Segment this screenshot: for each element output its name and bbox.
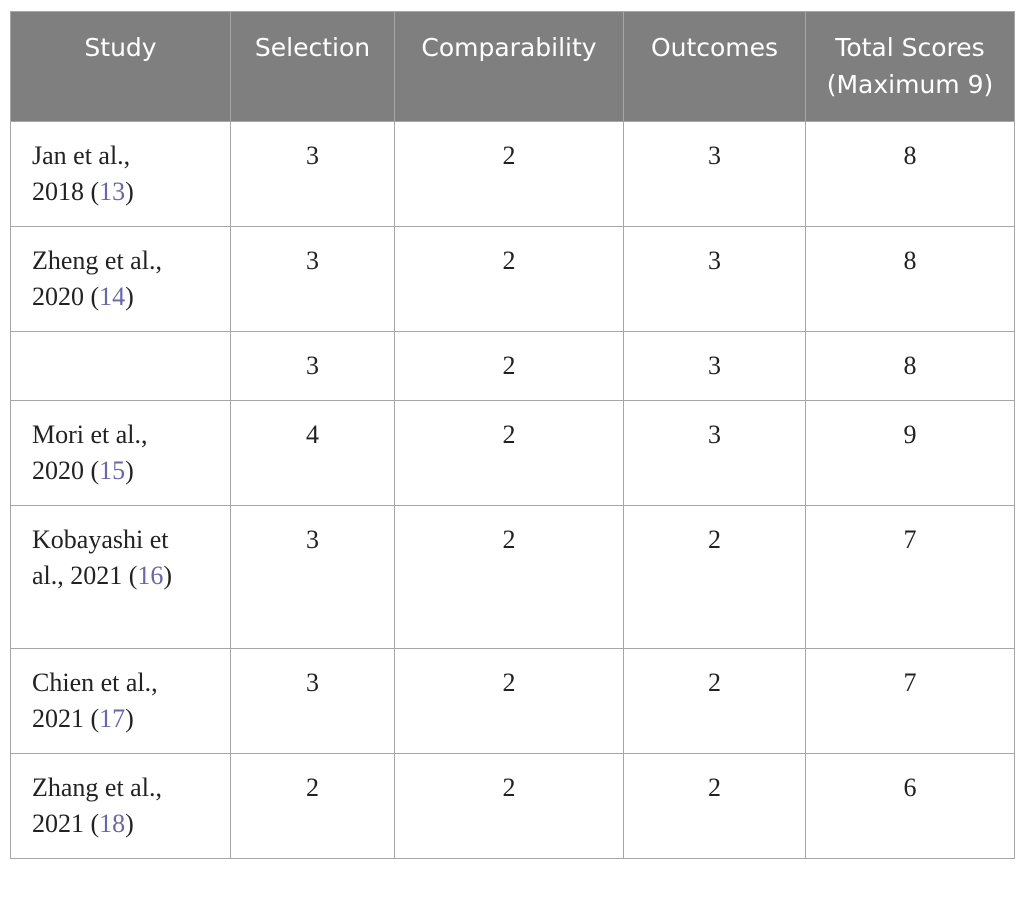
outcomes-cell: 2: [623, 753, 806, 859]
total-score-cell: 8: [805, 226, 1015, 332]
header-study: Study: [10, 11, 231, 122]
reference-link[interactable]: 17: [99, 704, 126, 733]
selection-cell: 3: [230, 648, 395, 754]
selection-cell: 4: [230, 400, 395, 506]
study-name: Kobayashi et al., 2021 (: [32, 525, 169, 590]
comparability-cell: 2: [394, 226, 624, 332]
total-score-cell: 7: [805, 648, 1015, 754]
comparability-cell: 2: [394, 753, 624, 859]
study-close-paren: ): [125, 177, 134, 206]
total-score-cell: 9: [805, 400, 1015, 506]
reference-link[interactable]: 13: [99, 177, 126, 206]
study-name: Mori et al., 2020 (: [32, 420, 148, 485]
reference-link[interactable]: 15: [99, 456, 126, 485]
outcomes-cell: 3: [623, 400, 806, 506]
study-name: Chien et al., 2021 (: [32, 668, 158, 733]
header-outcomes: Outcomes: [623, 11, 806, 122]
study-name: Jan et al., 2018 (: [32, 141, 131, 206]
comparability-cell: 2: [394, 331, 624, 401]
selection-cell: 3: [230, 226, 395, 332]
study-cell: [10, 331, 231, 401]
study-close-paren: ): [125, 456, 134, 485]
selection-cell: 3: [230, 121, 395, 227]
comparability-cell: 2: [394, 121, 624, 227]
selection-cell: 2: [230, 753, 395, 859]
comparability-cell: 2: [394, 648, 624, 754]
table-body: Jan et al., 2018 (13) 3 2 3 8 Zheng et a…: [10, 121, 1015, 859]
table-row: Chien et al., 2021 (17) 3 2 2 7: [10, 648, 1015, 754]
total-score-cell: 6: [805, 753, 1015, 859]
table-row: Zheng et al., 2020 (14) 3 2 3 8: [10, 226, 1015, 332]
outcomes-cell: 3: [623, 226, 806, 332]
quality-scores-table: Study Selection Comparability Outcomes T…: [10, 11, 1015, 859]
study-close-paren: ): [163, 561, 173, 590]
study-close-paren: ): [125, 809, 134, 838]
selection-cell: 3: [230, 505, 395, 649]
study-close-paren: ): [125, 704, 134, 733]
outcomes-cell: 3: [623, 121, 806, 227]
total-score-cell: 7: [805, 505, 1015, 649]
selection-cell: 3: [230, 331, 395, 401]
header-selection: Selection: [230, 11, 395, 122]
study-name: Zhang et al., 2021 (: [32, 773, 162, 838]
table-row: Kobayashi et al., 2021 (16) 3 2 2 7: [10, 505, 1015, 649]
outcomes-cell: 2: [623, 648, 806, 754]
reference-link[interactable]: 16: [137, 561, 164, 590]
reference-link[interactable]: 18: [99, 809, 126, 838]
table-header: Study Selection Comparability Outcomes T…: [10, 11, 1015, 122]
outcomes-cell: 3: [623, 331, 806, 401]
header-row: Study Selection Comparability Outcomes T…: [10, 11, 1015, 122]
total-score-cell: 8: [805, 121, 1015, 227]
outcomes-cell: 2: [623, 505, 806, 649]
total-score-cell: 8: [805, 331, 1015, 401]
reference-link[interactable]: 14: [99, 282, 126, 311]
comparability-cell: 2: [394, 400, 624, 506]
study-cell: Zheng et al., 2020 (14): [10, 226, 231, 332]
study-cell: Chien et al., 2021 (17): [10, 648, 231, 754]
header-total-scores: Total Scores (Maximum 9): [805, 11, 1015, 122]
study-name: Zheng et al., 2020 (: [32, 246, 162, 311]
table-row: Jan et al., 2018 (13) 3 2 3 8: [10, 121, 1015, 227]
study-cell: Kobayashi et al., 2021 (16): [10, 505, 231, 649]
study-close-paren: ): [125, 282, 134, 311]
table-row: Mori et al., 2020 (15) 4 2 3 9: [10, 400, 1015, 506]
table-row: Zhang et al., 2021 (18) 2 2 2 6: [10, 753, 1015, 859]
study-cell: Mori et al., 2020 (15): [10, 400, 231, 506]
study-cell: Zhang et al., 2021 (18): [10, 753, 231, 859]
comparability-cell: 2: [394, 505, 624, 649]
header-comparability: Comparability: [394, 11, 624, 122]
study-cell: Jan et al., 2018 (13): [10, 121, 231, 227]
table-row: 3 2 3 8: [10, 331, 1015, 401]
